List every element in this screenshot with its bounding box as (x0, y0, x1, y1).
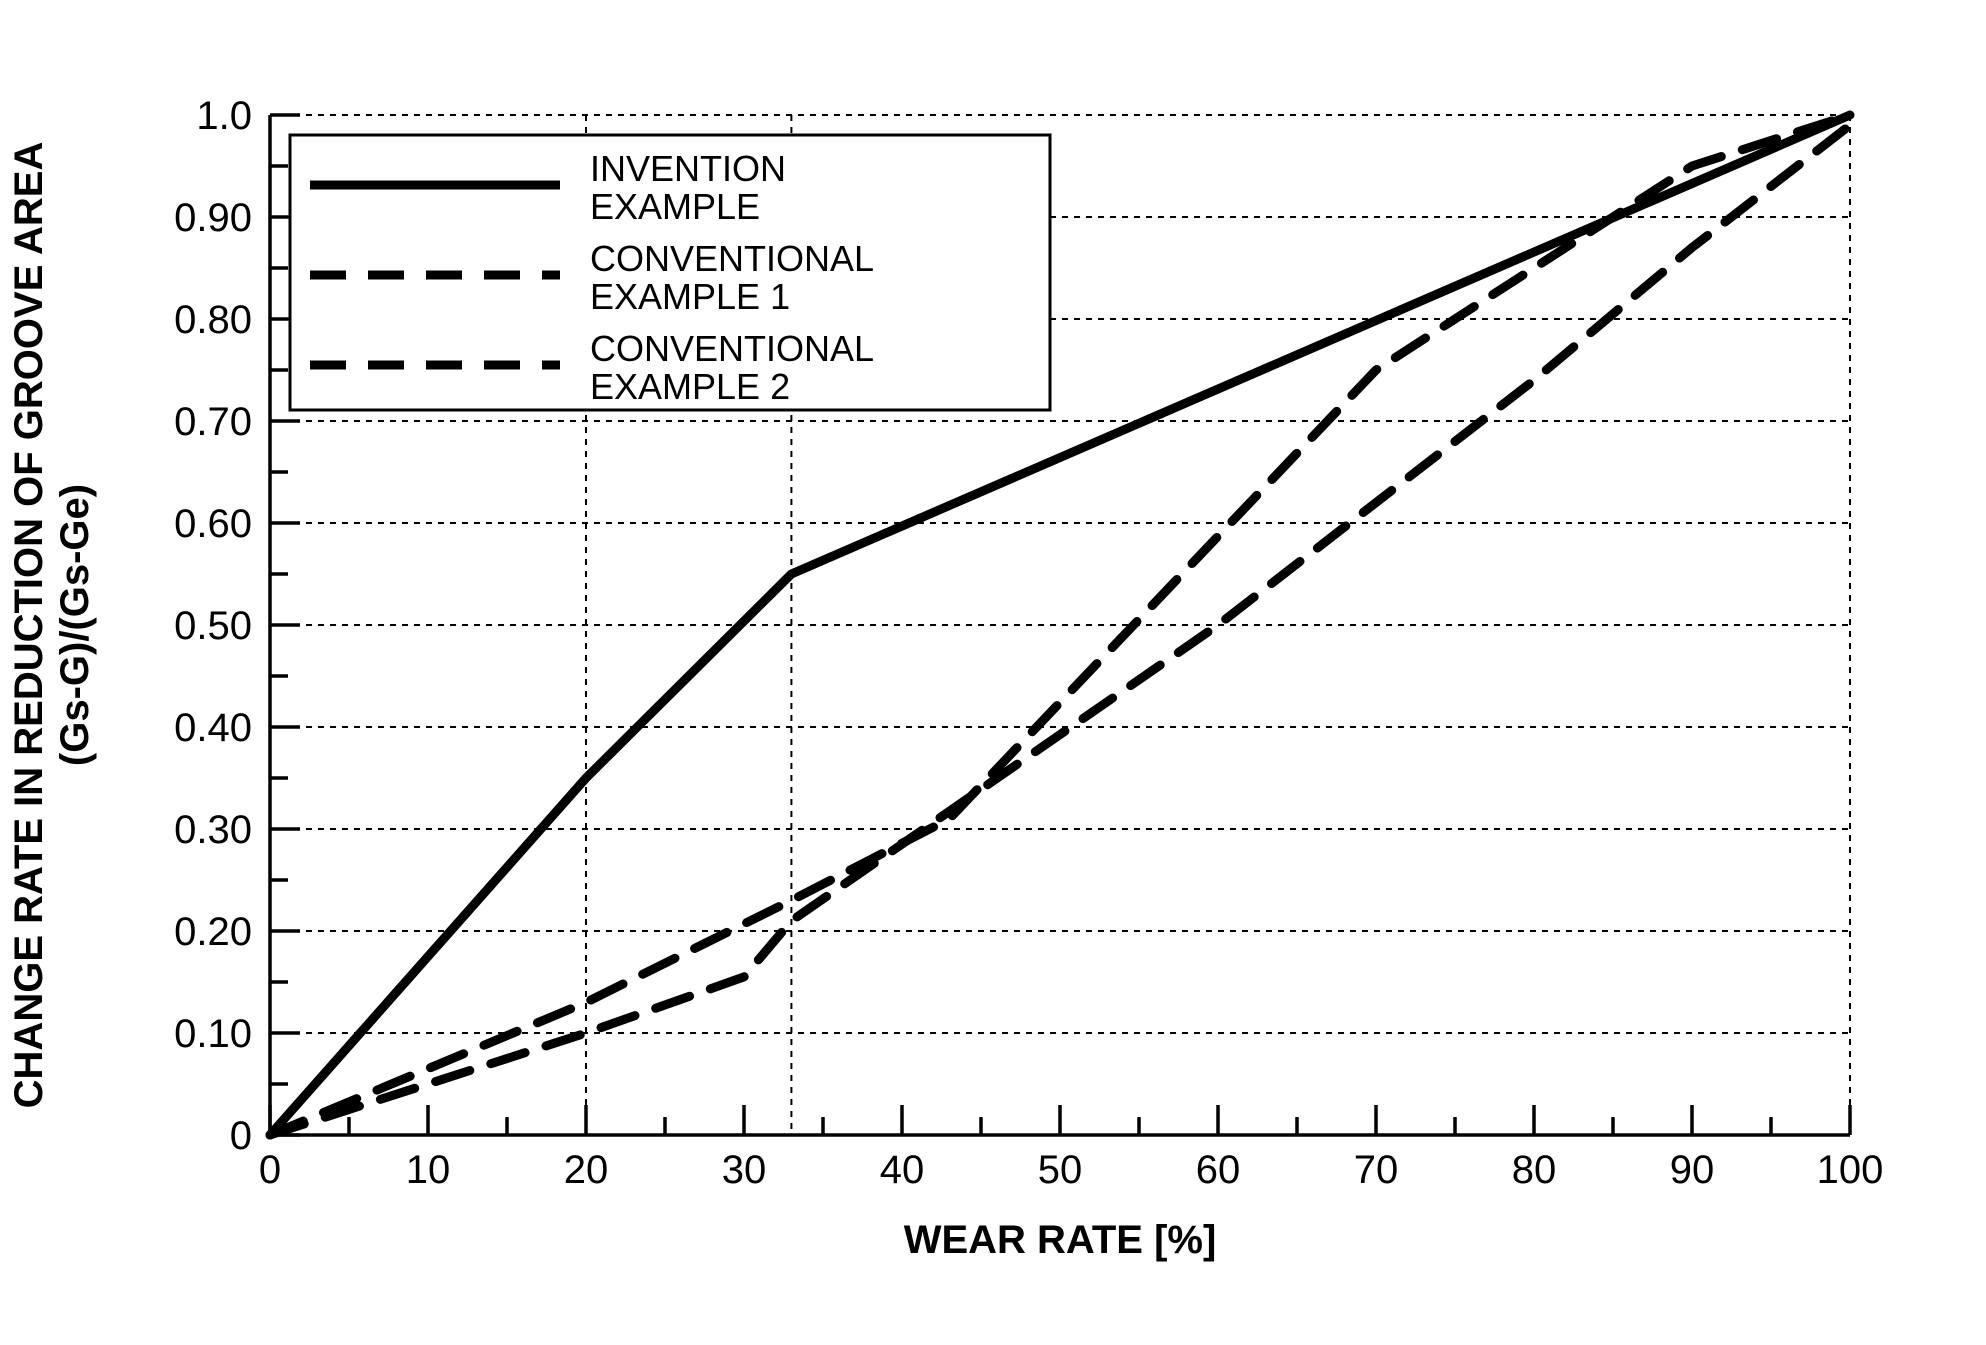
groove-area-chart: 0 10 20 30 40 50 60 70 80 90 100 0 0.10 0.20 0.30 0.40 0… (0, 0, 1986, 1345)
x-tick-label: 80 (1512, 1148, 1557, 1192)
y-tick-label: 0.20 (174, 910, 252, 954)
chart-container: 0 10 20 30 40 50 60 70 80 90 100 0 0.10 0.20 0.30 0.40 0… (0, 0, 1986, 1345)
x-tick-label: 90 (1670, 1148, 1715, 1192)
x-tick-label: 0 (259, 1148, 281, 1192)
y-tick-label: 0.40 (174, 706, 252, 750)
x-tick-label: 30 (722, 1148, 767, 1192)
legend-label: INVENTION (590, 148, 786, 189)
y-tick-label: 0.70 (174, 400, 252, 444)
y-tick-label: 0.60 (174, 502, 252, 546)
legend-label: EXAMPLE 2 (590, 366, 790, 407)
y-tick-label: 1.0 (196, 94, 252, 138)
y-tick-label: 0.90 (174, 196, 252, 240)
y-tick-label: 0.30 (174, 808, 252, 852)
x-tick-label: 60 (1196, 1148, 1241, 1192)
legend-label: EXAMPLE (590, 186, 760, 227)
y-tick-label: 0 (230, 1114, 252, 1158)
y-axis-label-line2: (Gs-G)/(Gs-Ge) (53, 484, 97, 766)
x-tick-label: 10 (406, 1148, 451, 1192)
x-tick-label: 20 (564, 1148, 609, 1192)
legend-label: EXAMPLE 1 (590, 276, 790, 317)
x-tick-label: 50 (1038, 1148, 1083, 1192)
x-tick-label: 70 (1354, 1148, 1399, 1192)
y-tick-label: 0.80 (174, 298, 252, 342)
y-axis-label-line1: CHANGE RATE IN REDUCTION OF GROOVE AREA (7, 142, 51, 1109)
y-tick-label: 0.50 (174, 604, 252, 648)
legend-label: CONVENTIONAL (590, 238, 874, 279)
x-axis-label: WEAR RATE [%] (904, 1218, 1217, 1262)
x-tick-label: 100 (1817, 1148, 1884, 1192)
legend-label: CONVENTIONAL (590, 328, 874, 369)
x-tick-label: 40 (880, 1148, 925, 1192)
y-tick-label: 0.10 (174, 1012, 252, 1056)
